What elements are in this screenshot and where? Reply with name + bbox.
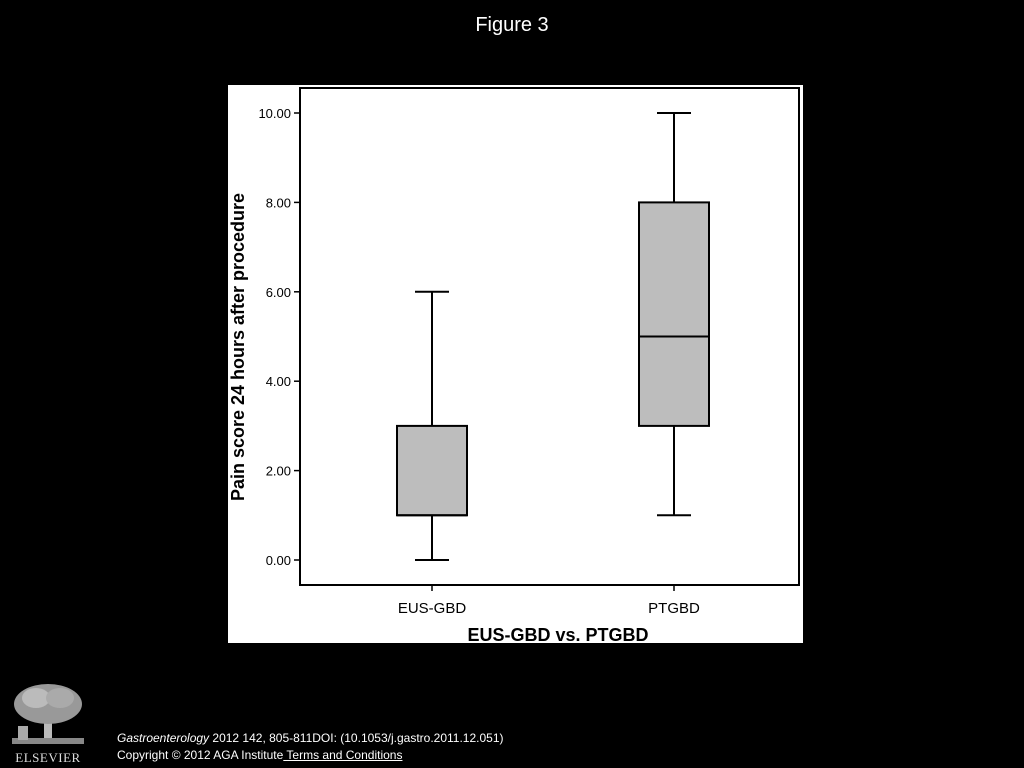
copyright-line: Copyright © 2012 AGA Institute Terms and…: [117, 747, 504, 764]
box-iqr: [638, 201, 710, 427]
box-plot-figure: 0.00 2.00 4.00 6.00 8.00 10.00 EUS-GBD PTGBD P…: [228, 85, 803, 643]
box-iqr: [396, 424, 468, 517]
box-ptgbd: [638, 112, 710, 517]
journal-name: Gastroenterology: [117, 731, 210, 745]
y-tick-label: 8.00: [266, 195, 291, 210]
y-tick-label: 2.00: [266, 464, 291, 479]
citation: Gastroenterology 2012 142, 805-811DOI: (…: [117, 730, 504, 764]
x-tick-label: PTGBD: [648, 600, 700, 617]
citation-details: 2012 142, 805-811DOI: (10.1053/j.gastro.…: [209, 731, 504, 745]
copyright-text: Copyright © 2012 AGA Institute: [117, 748, 284, 762]
citation-line: Gastroenterology 2012 142, 805-811DOI: (…: [117, 730, 504, 747]
terms-and-conditions-link[interactable]: Terms and Conditions: [283, 748, 403, 762]
elsevier-tree-icon: [12, 684, 84, 744]
x-tick-label: EUS-GBD: [398, 600, 467, 617]
x-axis: EUS-GBD PTGBD: [398, 585, 700, 617]
y-tick-label: 6.00: [266, 285, 291, 300]
x-axis-label: EUS-GBD vs. PTGBD: [467, 625, 648, 643]
slide-title: Figure 3: [475, 14, 549, 36]
box-eus-gbd: [396, 290, 468, 561]
y-tick-label: 4.00: [266, 374, 291, 389]
elsevier-wordmark: ELSEVIER: [15, 750, 81, 765]
y-tick-label: 0.00: [266, 553, 291, 568]
plot-frame: [299, 87, 800, 586]
y-tick-label: 10.00: [258, 106, 291, 121]
box-plot-chart: 0.00 2.00 4.00 6.00 8.00 10.00 EUS-GBD PTGBD P…: [228, 87, 800, 643]
elsevier-logo: ELSEVIER: [8, 680, 88, 766]
y-axis-label: Pain score 24 hours after procedure: [228, 193, 248, 501]
box-series: [396, 112, 710, 561]
y-axis: 0.00 2.00 4.00 6.00 8.00 10.00: [258, 106, 300, 568]
